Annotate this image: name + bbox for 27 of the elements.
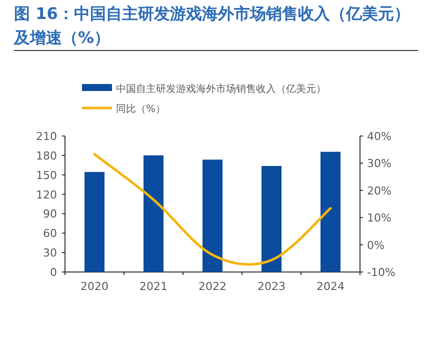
y-tick-label: 90 [43, 208, 57, 221]
bar [202, 160, 222, 272]
y-tick-label: 60 [43, 227, 57, 240]
bar [262, 166, 282, 272]
chart-title: 图 16：中国自主研发游戏海外市场销售收入（亿美元）及增速（%） [14, 3, 411, 49]
y-tick-label: 0 [50, 266, 57, 279]
x-tick-label: 2022 [198, 280, 226, 293]
x-tick-label: 2024 [316, 280, 344, 293]
y-tick-label: 30 [43, 246, 57, 260]
x-tick-label: 2023 [258, 280, 286, 293]
bar [144, 155, 164, 272]
y-tick-label: 120 [36, 188, 57, 202]
y-tick-label: 150 [36, 168, 57, 182]
x-tick-label: 2021 [140, 280, 168, 293]
y2-tick-label: -10% [367, 266, 396, 279]
y2-tick-label: 10% [367, 212, 392, 225]
y-tick-label: 210 [36, 130, 57, 143]
bar [84, 172, 104, 272]
y2-tick-label: 0% [367, 238, 384, 252]
y2-tick-label: 20% [367, 184, 392, 198]
y-tick-label: 180 [36, 149, 57, 162]
x-tick-label: 2020 [80, 280, 108, 293]
bar [320, 152, 340, 272]
legend-label: 中国自主研发游戏海外市场销售收入（亿美元） [116, 83, 326, 95]
y2-tick-label: 40% [367, 130, 392, 143]
y2-tick-label: 30% [367, 157, 392, 170]
legend-label: 同比（%） [116, 103, 166, 115]
